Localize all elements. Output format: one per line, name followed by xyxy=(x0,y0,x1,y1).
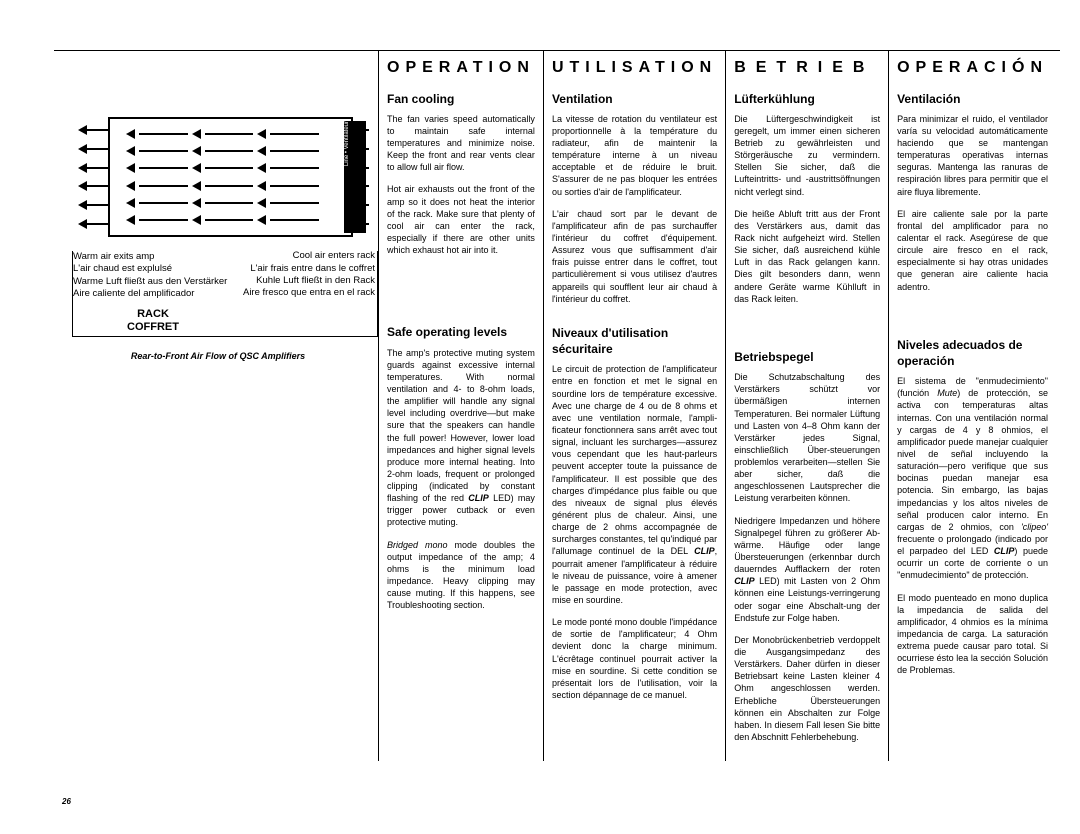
subhead-ventilacion-es: Ventilación xyxy=(897,91,1048,107)
subhead-niveaux: Niveaux d'utilisation sécuritaire xyxy=(552,325,717,357)
page-number: 26 xyxy=(62,797,71,806)
subhead-niveles: Niveles adecuados de operación xyxy=(897,337,1048,369)
subhead-fancooling: Fan cooling xyxy=(387,91,535,107)
diagram-caption: Rear-to-Front Air Flow of QSC Amplifiers xyxy=(68,351,368,361)
col-spanish: OPERACIÓN Ventilación Para minimizar el … xyxy=(888,51,1056,761)
es-s2p2: El modo puenteado en mono duplica la imp… xyxy=(897,592,1048,677)
header-de: BETRIEB xyxy=(734,51,880,85)
header-fr: UTILISATION xyxy=(552,51,717,85)
en-s2p2: Bridged mono mode doubles the output imp… xyxy=(387,539,535,612)
header-en: OPERATION xyxy=(387,51,535,85)
rack-label: RACK COFFRET xyxy=(113,308,193,334)
fr-s2p1: Le circuit de protection de l'amplificat… xyxy=(552,363,717,606)
fr-p1: La vitesse de rotation du ventilateur es… xyxy=(552,113,717,198)
subhead-ventilation-fr: Ventilation xyxy=(552,91,717,107)
col-german: BETRIEB Lüfterkühlung Die Lüftergeschwin… xyxy=(725,51,888,761)
en-p1: The fan varies speed automatically to ma… xyxy=(387,113,535,174)
left-panel: Line • Ventilateur Warm air exits amp L'… xyxy=(48,51,378,761)
es-p2: El aire caliente sale por la parte front… xyxy=(897,208,1048,293)
fr-p2: L'air chaud sort par le devant de l'ampl… xyxy=(552,208,717,305)
header-es: OPERACIÓN xyxy=(897,51,1048,85)
es-s2p1: El sistema de "enmudecimiento" (función … xyxy=(897,375,1048,581)
page-grid: Line • Ventilateur Warm air exits amp L'… xyxy=(48,51,1056,761)
rack-underline: Warm air exits amp L'air chaud est explu… xyxy=(72,251,378,337)
col-english: OPERATION Fan cooling The fan varies spe… xyxy=(378,51,543,761)
subhead-lufter: Lüfterkühlung xyxy=(734,91,880,107)
en-p2: Hot air exhausts out the front of the am… xyxy=(387,183,535,256)
es-p1: Para minimizar el ruido, el ventilador v… xyxy=(897,113,1048,198)
de-s2p2: Niedrigere Impedanzen und höhere Signalp… xyxy=(734,515,880,624)
fr-s2p2: Le mode ponté mono double l'impédance de… xyxy=(552,616,717,701)
subhead-safe-levels: Safe operating levels xyxy=(387,324,535,340)
de-s2p3: Der Monobrückenbetrieb verdoppelt die Au… xyxy=(734,634,880,743)
col-french: UTILISATION Ventilation La vitesse de ro… xyxy=(543,51,725,761)
en-s2p1: The amp's protective muting system guard… xyxy=(387,347,535,529)
de-p2: Die heiße Abluft tritt aus der Front des… xyxy=(734,208,880,305)
subhead-betrieb: Betriebspegel xyxy=(734,349,880,365)
de-p1: Die Lüftergeschwindigkeit ist geregelt, … xyxy=(734,113,880,198)
airflow-diagram: Line • Ventilateur Warm air exits amp L'… xyxy=(48,111,368,361)
de-s2p1: Die Schutzabschaltung des Verstärkers sc… xyxy=(734,371,880,505)
